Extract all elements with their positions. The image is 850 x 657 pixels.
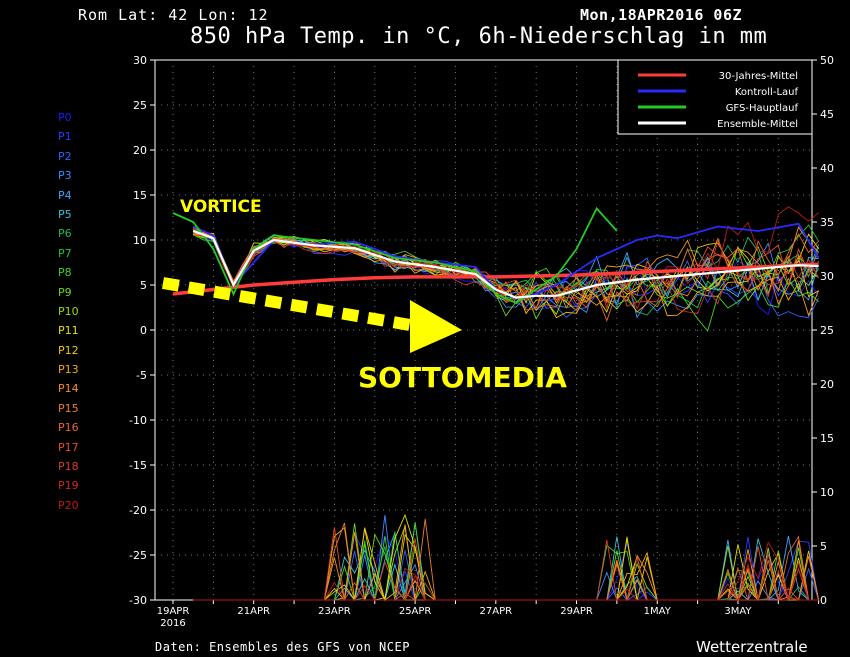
member-line-p16 (193, 232, 819, 323)
member-line-p20 (193, 206, 819, 301)
data-source-label: Daten: Ensembles des GFS von NCEP (155, 640, 410, 654)
member-precip-p16 (193, 535, 819, 602)
location-label: Rom Lat: 42 Lon: 12 (78, 6, 269, 24)
y-left-tick-label: 15 (133, 189, 147, 202)
y-right-tick-label: 35 (820, 216, 834, 229)
series-line-30-jahres-mittel (172, 262, 819, 296)
y-left-tick-label: -15 (129, 459, 147, 472)
member-line-p10 (193, 233, 819, 316)
member-label-p16: P16 (58, 421, 79, 435)
y-right-tick-label: 40 (820, 162, 834, 175)
member-label-p7: P7 (58, 246, 72, 260)
legend-label: Ensemble-Mittel (717, 119, 798, 130)
x-tick-label: 1MAY (644, 606, 672, 617)
member-label-p20: P20 (58, 498, 79, 512)
y-left-tick-label: -20 (129, 504, 147, 517)
member-label-p12: P12 (58, 343, 79, 357)
y-right-tick-label: 25 (820, 324, 834, 337)
x-tick-label: 21APR (237, 606, 270, 617)
y-right-tick-label: 10 (820, 486, 834, 499)
y-left-tick-label: 30 (133, 54, 147, 67)
member-label-p19: P19 (58, 479, 79, 493)
member-label-p17: P17 (58, 440, 79, 454)
member-label-p18: P18 (58, 460, 79, 474)
x-year-label: 2016 (160, 618, 185, 629)
y-left-tick-label: 20 (133, 144, 147, 157)
member-precip-p1 (193, 531, 820, 601)
series-line-ensemble-mittel (192, 229, 819, 299)
legend-label: Kontroll-Lauf (735, 87, 799, 98)
member-label-p2: P2 (58, 149, 72, 163)
x-tick-label: 3MAY (724, 606, 752, 617)
annotation-arrow-shaft (161, 277, 412, 331)
series-line-gfs-hauptlauf (172, 206, 618, 305)
y-left-tick-label: -5 (136, 369, 147, 382)
y-right-tick-label: 20 (820, 378, 834, 391)
legend-label: GFS-Hauptlauf (726, 103, 799, 114)
y-right-tick-label: 15 (820, 432, 834, 445)
member-label-p9: P9 (58, 285, 72, 299)
member-line-p5 (193, 231, 819, 302)
y-right-tick-label: 50 (820, 54, 834, 67)
legend-label: 30-Jahres-Mittel (719, 71, 798, 82)
x-tick-label: 25APR (399, 606, 432, 617)
y-left-tick-label: -30 (129, 594, 147, 607)
member-label-p3: P3 (58, 169, 72, 183)
member-label-p4: P4 (58, 188, 72, 202)
member-label-p10: P10 (58, 304, 79, 318)
x-tick-label: 19APR (157, 606, 190, 617)
member-precip-p14 (193, 531, 819, 601)
y-right-tick-label: 5 (820, 540, 827, 553)
y-left-tick-label: 25 (133, 99, 147, 112)
member-label-p1: P1 (58, 130, 72, 144)
y-left-tick-label: 10 (133, 234, 147, 247)
y-left-tick-label: -25 (129, 549, 147, 562)
y-left-tick-label: -10 (129, 414, 147, 427)
member-precip-p0 (193, 535, 819, 601)
member-label-p6: P6 (58, 227, 72, 241)
member-label-p14: P14 (58, 382, 79, 396)
annotation-arrow-head (410, 300, 462, 353)
x-tick-label: 29APR (560, 606, 593, 617)
y-left-tick-label: 5 (140, 279, 147, 292)
member-precip-p5 (193, 536, 819, 602)
run-date-label: Mon,18APR2016 06Z (580, 6, 743, 24)
precipitation-members (193, 513, 820, 602)
ensemble-member-list: P0 P1 P2 P3 P4 P5 P6 P7 P8 P9 P10 P11 P12 P13 P14 P15 P1… (58, 108, 79, 515)
y-right-tick-label: 45 (820, 108, 834, 121)
y-right-tick-label: 30 (820, 270, 834, 283)
annotation-sottomedia: SOTTOMEDIA (358, 361, 567, 394)
member-label-p0: P0 (58, 111, 72, 124)
y-right-tick-label: 0 (820, 594, 827, 607)
member-label-p11: P11 (58, 324, 79, 338)
x-tick-label: 27APR (480, 606, 513, 617)
y-left-tick-label: 0 (140, 324, 147, 337)
member-precip-p7 (193, 531, 819, 601)
member-precip-p20 (193, 541, 819, 601)
brand-label: Wetterzentrale (696, 638, 808, 656)
x-tick-label: 23APR (318, 606, 351, 617)
member-label-p5: P5 (58, 207, 72, 221)
member-label-p8: P8 (58, 266, 72, 280)
annotation-vortice: VORTICE (180, 197, 262, 217)
member-label-p13: P13 (58, 363, 79, 377)
chart-title: 850 hPa Temp. in °C, 6h-Niederschlag in … (190, 24, 768, 49)
member-precip-p18 (193, 538, 819, 601)
member-label-p15: P15 (58, 401, 79, 415)
